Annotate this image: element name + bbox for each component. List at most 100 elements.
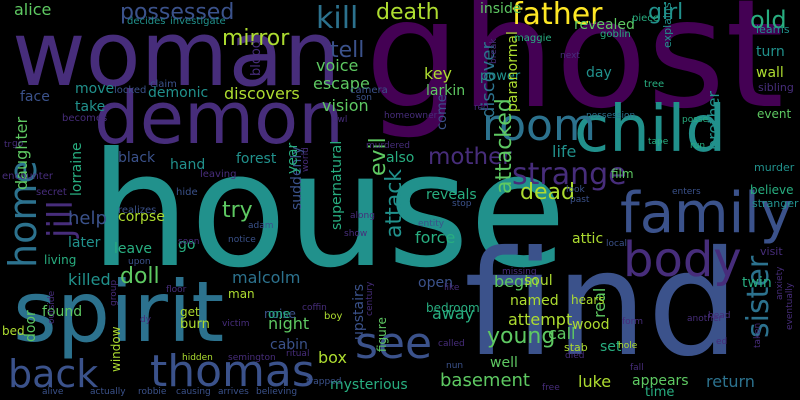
word-film: film xyxy=(611,167,634,181)
word-night: night xyxy=(268,314,310,333)
word-alive: alive xyxy=(42,387,64,397)
word-causing: causing xyxy=(176,387,211,397)
word-run: run xyxy=(690,141,706,151)
word-man: man xyxy=(228,287,255,301)
word-event: event xyxy=(757,107,792,121)
word-twin: twin xyxy=(742,275,772,291)
word-tr: tr xyxy=(4,140,12,150)
word-old: old xyxy=(750,6,787,34)
word-kill: kill xyxy=(316,1,359,36)
word-supernatural: supernatural xyxy=(329,140,345,230)
word-goblin: goblin xyxy=(600,29,631,40)
word-fall: fall xyxy=(630,363,644,373)
word-living: living xyxy=(44,253,77,267)
word-free: free xyxy=(542,383,560,393)
word-believe: believe xyxy=(750,183,794,197)
word-hears: hears xyxy=(571,293,605,307)
word-enters: enters xyxy=(672,187,701,197)
word-mother: mother xyxy=(428,144,512,170)
word-show: show xyxy=(344,229,368,239)
word-time: time xyxy=(645,385,675,400)
word-dy: dy xyxy=(140,315,152,325)
word-brother: brother xyxy=(704,90,723,150)
word-break: break xyxy=(489,38,499,64)
word-tree: tree xyxy=(644,79,665,90)
word-trapped: trapped xyxy=(306,377,342,387)
word-doll: doll xyxy=(120,264,160,289)
word-one: one xyxy=(268,307,291,321)
word-girl: girl xyxy=(648,0,684,25)
word-begin: begin xyxy=(494,272,539,291)
word-box: box xyxy=(318,348,347,367)
word-reveals: reveals xyxy=(426,187,477,203)
word-demon: demon xyxy=(94,76,344,160)
word-claim: claim xyxy=(150,79,177,90)
word-noise: noise xyxy=(264,307,296,321)
word-malcolm: malcolm xyxy=(232,268,301,287)
word-coffin: coffin xyxy=(302,303,327,313)
word-family: family xyxy=(620,181,793,246)
word-anxiety: anxiety xyxy=(775,266,785,300)
word-named: named xyxy=(510,293,559,309)
word-upon: upon xyxy=(128,257,151,267)
word-form: form xyxy=(622,317,643,327)
word-leaving: leaving xyxy=(200,169,237,180)
word-murdered: murdered xyxy=(366,141,411,151)
word-world: world xyxy=(301,147,311,172)
word-get: get xyxy=(180,305,200,319)
word-move: move xyxy=(75,81,115,97)
word-notice: notice xyxy=(228,235,256,245)
word-spirit: spirit xyxy=(13,263,225,361)
word-secret: secret xyxy=(36,187,67,198)
word-semington: semington xyxy=(228,353,276,363)
word-arrives: arrives xyxy=(218,387,249,397)
word-room: room xyxy=(482,100,596,151)
word-turn: turn xyxy=(756,44,785,60)
word-leave: leave xyxy=(114,241,152,257)
word-stop: stop xyxy=(452,199,472,209)
word-black: black xyxy=(118,150,156,166)
word-stranger: stranger xyxy=(752,197,799,210)
word-go: go xyxy=(178,237,196,253)
word-body: body xyxy=(623,232,742,288)
word-bed: bed xyxy=(2,324,25,338)
word-believing: believing xyxy=(256,387,298,397)
word-day: day xyxy=(586,65,612,81)
word-well: well xyxy=(490,355,518,371)
word-back: back xyxy=(8,352,99,396)
word-stab: stab xyxy=(564,341,588,354)
word-died: died xyxy=(565,351,585,361)
word-mirror: mirror xyxy=(222,26,290,51)
word-sibling: sibling xyxy=(758,81,794,94)
word-another: another xyxy=(687,314,723,324)
word-floor: floor xyxy=(166,285,187,295)
word-appears: appears xyxy=(632,373,689,389)
word-later: later xyxy=(68,235,101,251)
word-death: death xyxy=(376,0,440,25)
word-burn: burn xyxy=(180,317,210,332)
word-figure: figure xyxy=(375,317,389,352)
word-demonic: demonic xyxy=(148,85,209,101)
word-explains: explains xyxy=(661,2,674,48)
word-outside: outside xyxy=(47,290,57,324)
word-come: come xyxy=(435,94,450,130)
word-possessed: possessed xyxy=(120,0,235,25)
word-investigate: investigate xyxy=(170,16,226,27)
word-hide: hide xyxy=(176,187,198,198)
word-blood: blood xyxy=(249,39,264,76)
word-ed: ed xyxy=(716,337,728,347)
word-basement: basement xyxy=(440,370,530,391)
word-return: return xyxy=(706,372,755,391)
word-year: year xyxy=(285,142,301,174)
word-locked: locked xyxy=(114,85,147,96)
word-woman: woman xyxy=(12,2,341,107)
word-head: head xyxy=(708,311,731,321)
word-next: next xyxy=(560,51,580,61)
word-look: look xyxy=(566,185,585,195)
word-posse: posse xyxy=(682,115,709,125)
word-soon: soon xyxy=(178,237,200,247)
word-key: key xyxy=(424,64,453,83)
word-luke: luke xyxy=(578,372,612,391)
word-call: call xyxy=(548,324,576,343)
word-young: young xyxy=(487,324,556,349)
